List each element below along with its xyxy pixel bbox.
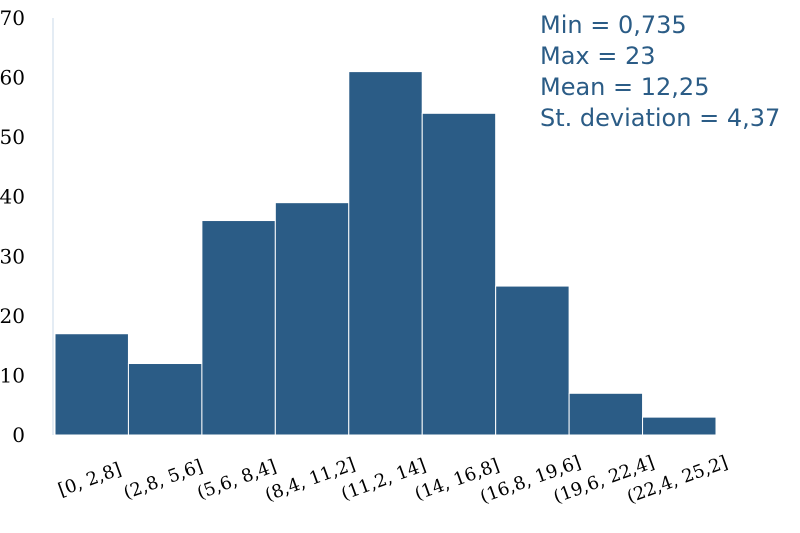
y-tick-label: 20 xyxy=(0,304,25,328)
y-tick-label: 40 xyxy=(0,185,25,209)
stat-mean: Mean = 12,25 xyxy=(540,73,710,101)
histogram-bar xyxy=(127,363,203,436)
y-tick-label: 30 xyxy=(0,244,25,268)
stat-std-deviation: St. deviation = 4,37 xyxy=(540,104,781,132)
y-tick-label: 60 xyxy=(0,66,25,90)
stat-max: Max = 23 xyxy=(540,42,656,70)
histogram-bar xyxy=(348,71,423,436)
x-tick-label: (2,8, 5,6] xyxy=(121,456,206,504)
histogram-bar xyxy=(421,112,497,436)
y-tick-label: 10 xyxy=(0,363,25,387)
histogram-bar xyxy=(201,220,276,436)
histogram-bar xyxy=(54,333,129,436)
histogram-bar xyxy=(495,285,570,436)
y-tick-label: 0 xyxy=(12,423,25,447)
histogram-bar xyxy=(274,202,350,436)
y-tick-label: 50 xyxy=(0,125,25,149)
x-tick-label: [0, 2,8] xyxy=(55,459,124,501)
summary-statistics: Min = 0,735 Max = 23 Mean = 12,25 St. de… xyxy=(540,10,780,134)
histogram-bar xyxy=(568,392,644,436)
stat-min: Min = 0,735 xyxy=(540,11,687,39)
histogram-bar xyxy=(642,416,717,436)
y-tick-label: 70 xyxy=(0,6,25,30)
